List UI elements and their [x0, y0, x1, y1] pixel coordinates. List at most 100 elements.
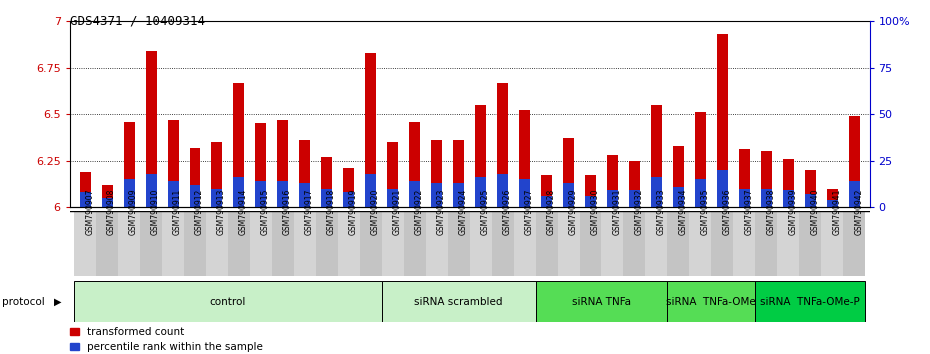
Bar: [645, 211, 668, 276]
Bar: [343, 192, 354, 207]
Text: GSM790914: GSM790914: [239, 189, 248, 235]
Text: GSM790925: GSM790925: [481, 189, 489, 235]
Text: GSM790908: GSM790908: [107, 189, 116, 235]
Bar: [426, 211, 447, 276]
Bar: [387, 142, 398, 207]
Bar: [294, 211, 316, 276]
Text: GSM790936: GSM790936: [723, 189, 731, 235]
Text: GSM790922: GSM790922: [415, 189, 424, 235]
Text: GSM790916: GSM790916: [283, 189, 292, 235]
Bar: [256, 124, 266, 207]
Bar: [602, 211, 623, 276]
Bar: [453, 140, 464, 207]
Text: GSM790909: GSM790909: [129, 189, 138, 235]
Bar: [849, 116, 859, 207]
Bar: [233, 177, 245, 207]
Text: GSM790935: GSM790935: [700, 189, 710, 235]
Text: GSM790923: GSM790923: [437, 189, 445, 235]
Bar: [316, 211, 338, 276]
Bar: [74, 281, 381, 322]
Text: control: control: [210, 297, 246, 307]
Bar: [124, 122, 135, 207]
Bar: [695, 179, 706, 207]
Bar: [190, 185, 201, 207]
Text: GSM790937: GSM790937: [744, 189, 753, 235]
Bar: [498, 82, 508, 207]
Text: GSM790928: GSM790928: [547, 189, 555, 235]
Bar: [711, 211, 734, 276]
Bar: [404, 211, 426, 276]
Bar: [146, 174, 156, 207]
Text: GSM790919: GSM790919: [349, 189, 358, 235]
Bar: [673, 146, 684, 207]
Bar: [190, 148, 201, 207]
Bar: [299, 183, 311, 207]
Bar: [387, 189, 398, 207]
Text: GSM790918: GSM790918: [326, 189, 336, 235]
Bar: [607, 190, 618, 207]
Bar: [689, 211, 711, 276]
Bar: [498, 174, 508, 207]
Bar: [211, 189, 222, 207]
Bar: [322, 189, 332, 207]
Bar: [432, 183, 442, 207]
Bar: [585, 176, 596, 207]
Bar: [167, 120, 179, 207]
Bar: [821, 211, 844, 276]
Text: GSM790942: GSM790942: [854, 189, 863, 235]
Bar: [783, 159, 793, 207]
Bar: [673, 187, 684, 207]
Text: GSM790912: GSM790912: [195, 189, 204, 235]
Bar: [272, 211, 294, 276]
Text: ▶: ▶: [54, 297, 61, 307]
Text: GSM790930: GSM790930: [591, 189, 600, 235]
Legend: transformed count, percentile rank within the sample: transformed count, percentile rank withi…: [71, 327, 263, 352]
Text: GSM790926: GSM790926: [502, 189, 512, 235]
Bar: [804, 194, 816, 207]
Text: GDS4371 / 10409314: GDS4371 / 10409314: [70, 14, 205, 27]
Bar: [80, 172, 90, 207]
Bar: [777, 211, 799, 276]
Bar: [623, 211, 645, 276]
Text: GSM790931: GSM790931: [613, 189, 621, 235]
Bar: [360, 211, 381, 276]
Bar: [558, 211, 579, 276]
Text: GSM790941: GSM790941: [832, 189, 842, 235]
Bar: [668, 211, 689, 276]
Bar: [738, 189, 750, 207]
Bar: [101, 198, 113, 207]
Text: GSM790907: GSM790907: [86, 189, 94, 235]
Bar: [695, 112, 706, 207]
Bar: [381, 211, 404, 276]
Bar: [365, 53, 377, 207]
Text: GSM790913: GSM790913: [217, 189, 226, 235]
Bar: [519, 110, 530, 207]
Bar: [475, 177, 486, 207]
Bar: [277, 181, 288, 207]
Bar: [409, 122, 420, 207]
Bar: [365, 174, 377, 207]
Bar: [475, 105, 486, 207]
Bar: [492, 211, 513, 276]
Bar: [563, 183, 574, 207]
Bar: [651, 105, 662, 207]
Bar: [74, 211, 96, 276]
Text: GSM790920: GSM790920: [371, 189, 379, 235]
Bar: [184, 211, 206, 276]
Bar: [755, 281, 865, 322]
Bar: [799, 211, 821, 276]
Bar: [849, 181, 859, 207]
Bar: [228, 211, 250, 276]
Text: GSM790910: GSM790910: [151, 189, 160, 235]
Bar: [140, 211, 162, 276]
Bar: [717, 170, 728, 207]
Bar: [250, 211, 272, 276]
Bar: [322, 157, 332, 207]
Bar: [827, 189, 838, 207]
Bar: [256, 181, 266, 207]
Bar: [447, 211, 470, 276]
Bar: [80, 192, 90, 207]
Text: GSM790917: GSM790917: [305, 189, 313, 235]
Bar: [536, 211, 558, 276]
Bar: [579, 211, 602, 276]
